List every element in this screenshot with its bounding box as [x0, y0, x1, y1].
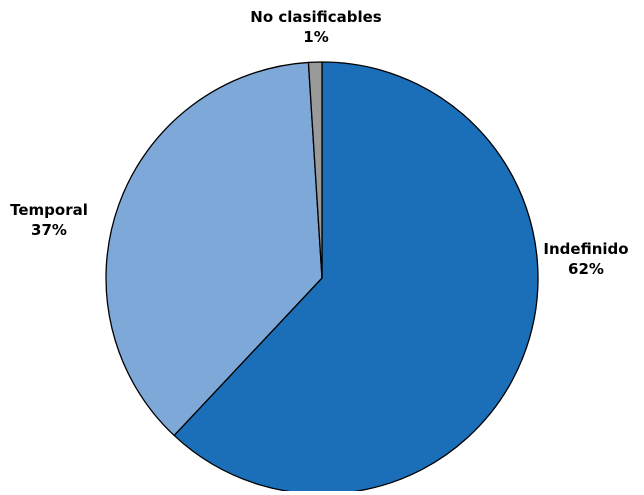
pie-labels: Indefinido 62% Temporal 37% No clasificables… — [10, 8, 628, 278]
slice-value-temporal: 37% — [31, 221, 67, 239]
pie-slice-no-clasificables — [307, 61, 323, 279]
slice-label-no-clasificables: No clasificables — [250, 8, 381, 26]
slice-value-no-clasificables: 1% — [303, 28, 328, 46]
slice-label-indefinido: Indefinido — [543, 240, 628, 258]
pie-slice-indefinido — [173, 61, 539, 495]
slice-label-temporal: Temporal — [10, 201, 88, 219]
pie-slice-temporal — [105, 61, 323, 437]
slice-value-indefinido: 62% — [568, 260, 604, 278]
pie-slices — [105, 61, 539, 495]
